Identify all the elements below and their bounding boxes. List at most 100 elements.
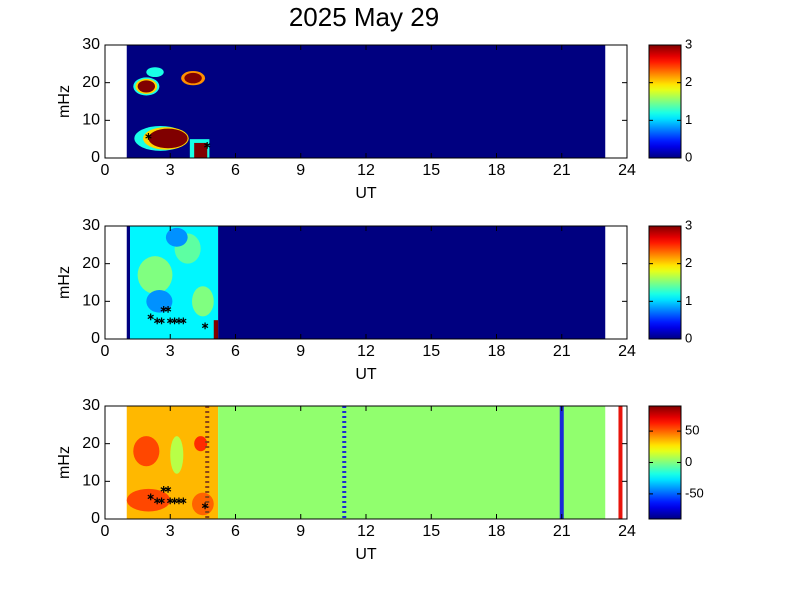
- x-tick-label: 9: [296, 523, 305, 540]
- y-tick-label: 20: [82, 435, 100, 452]
- heat-blob: [137, 80, 156, 93]
- x-tick-label: 3: [166, 343, 175, 360]
- y-tick-label: 30: [82, 397, 100, 414]
- x-tick-label: 21: [553, 162, 571, 179]
- heat-blob: [146, 67, 164, 78]
- colorbar: [648, 225, 682, 340]
- heat-blob: [184, 72, 202, 84]
- colorbar-tick-label: 0: [685, 330, 692, 345]
- point: ∗: [160, 484, 168, 495]
- colorbar: [648, 405, 682, 520]
- point: ∗: [157, 496, 165, 507]
- x-tick-label: 18: [488, 162, 506, 179]
- x-axis-label: UT: [355, 185, 377, 202]
- y-tick-label: 10: [82, 473, 100, 490]
- point: ∗: [201, 501, 209, 512]
- point: ∗: [146, 492, 154, 503]
- point: ∗: [170, 316, 178, 327]
- x-tick-label: 9: [296, 343, 305, 360]
- colorbar-tick-label: 3: [685, 36, 692, 51]
- y-tick-label: 30: [82, 36, 100, 53]
- point: ∗: [201, 321, 209, 332]
- x-axis-label: UT: [355, 546, 377, 563]
- x-tick-label: 6: [231, 523, 240, 540]
- point: ∗: [166, 496, 174, 507]
- point: ∗: [179, 496, 187, 507]
- colorbar-tick-label: -50: [685, 485, 704, 500]
- x-tick-label: 3: [166, 523, 175, 540]
- y-tick-label: 20: [82, 74, 100, 91]
- y-tick-label: 0: [91, 510, 100, 527]
- heat-blob: [194, 436, 208, 452]
- colorbar-tick-label: 1: [685, 112, 692, 127]
- plot-area: [126, 406, 623, 519]
- colorbar: [648, 44, 682, 159]
- heat-blob: [170, 436, 184, 474]
- heat-cell: [213, 320, 219, 339]
- plot-area: [126, 226, 606, 339]
- plot-area: [126, 45, 606, 158]
- heat-cell: [194, 142, 208, 158]
- x-tick-label: 0: [101, 523, 110, 540]
- y-tick-label: 10: [82, 112, 100, 129]
- y-axis-label: mHz: [56, 446, 73, 479]
- colorbar-tick-label: 0: [685, 454, 692, 469]
- x-tick-label: 18: [488, 523, 506, 540]
- colorbar-tick-label: 3: [685, 217, 692, 232]
- colorbar-tick-label: 2: [685, 255, 692, 270]
- heat-blob: [165, 227, 188, 247]
- heat-cell: [126, 226, 131, 339]
- point: ∗: [166, 316, 174, 327]
- figure-title: 2025 May 29: [289, 2, 439, 32]
- x-tick-label: 21: [553, 523, 571, 540]
- y-axis-label: mHz: [56, 266, 73, 299]
- colorbar-tick-label: 50: [685, 423, 699, 438]
- y-tick-label: 30: [82, 217, 100, 234]
- point: ∗: [164, 304, 172, 315]
- point: ∗: [203, 141, 211, 152]
- point: ∗: [179, 316, 187, 327]
- x-tick-label: 18: [488, 343, 506, 360]
- colorbar-tick-label: 2: [685, 74, 692, 89]
- y-tick-label: 0: [91, 330, 100, 347]
- x-tick-label: 12: [357, 343, 375, 360]
- x-tick-label: 9: [296, 162, 305, 179]
- point: ∗: [170, 496, 178, 507]
- x-tick-label: 15: [422, 343, 440, 360]
- point: ∗: [146, 312, 154, 323]
- heat-cell: [218, 226, 606, 339]
- x-tick-label: 15: [422, 162, 440, 179]
- x-tick-label: 12: [357, 523, 375, 540]
- x-tick-label: 0: [101, 162, 110, 179]
- point: ∗: [153, 496, 161, 507]
- y-axis-label: mHz: [56, 85, 73, 118]
- y-tick-label: 10: [82, 293, 100, 310]
- heat-blob: [126, 488, 171, 512]
- point: ∗: [160, 304, 168, 315]
- heat-cell: [218, 406, 606, 519]
- heat-blob: [192, 492, 214, 516]
- colorbar-tick-label: 0: [685, 149, 692, 164]
- x-tick-label: 0: [101, 343, 110, 360]
- x-tick-label: 21: [553, 343, 571, 360]
- x-tick-label: 15: [422, 523, 440, 540]
- point: ∗: [175, 496, 183, 507]
- heat-blob: [148, 128, 188, 149]
- x-tick-label: 12: [357, 162, 375, 179]
- x-axis-label: UT: [355, 366, 377, 383]
- y-tick-label: 0: [91, 149, 100, 166]
- x-tick-label: 6: [231, 343, 240, 360]
- point: ∗: [157, 316, 165, 327]
- x-tick-label: 24: [618, 343, 636, 360]
- heat-blob: [146, 290, 173, 313]
- point: ∗: [144, 132, 152, 143]
- y-tick-label: 20: [82, 255, 100, 272]
- point: ∗: [153, 316, 161, 327]
- x-tick-label: 3: [166, 162, 175, 179]
- heat-blob: [192, 286, 214, 317]
- x-tick-label: 6: [231, 162, 240, 179]
- colorbar-tick-label: 1: [685, 293, 692, 308]
- x-tick-label: 24: [618, 162, 636, 179]
- point: ∗: [175, 316, 183, 327]
